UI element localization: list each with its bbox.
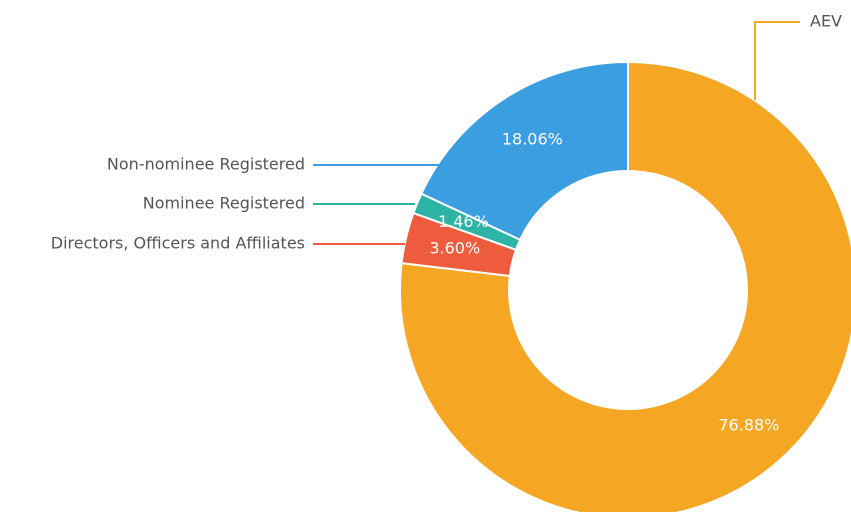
legend-label: AEV [810, 12, 842, 31]
value-label: 76.88% [718, 416, 779, 435]
leader-line [754, 21, 800, 100]
value-label: 18.06% [502, 129, 563, 148]
legend-label: Non-nominee Registered [107, 155, 305, 174]
legend-label: Nominee Registered [143, 194, 305, 213]
value-label: 3.60% [429, 239, 480, 258]
donut-slice [420, 60, 629, 242]
value-label: 1.46% [438, 212, 489, 231]
legend-label: Directors, Officers and Affiliates [51, 234, 305, 253]
donut-slice [399, 60, 851, 512]
